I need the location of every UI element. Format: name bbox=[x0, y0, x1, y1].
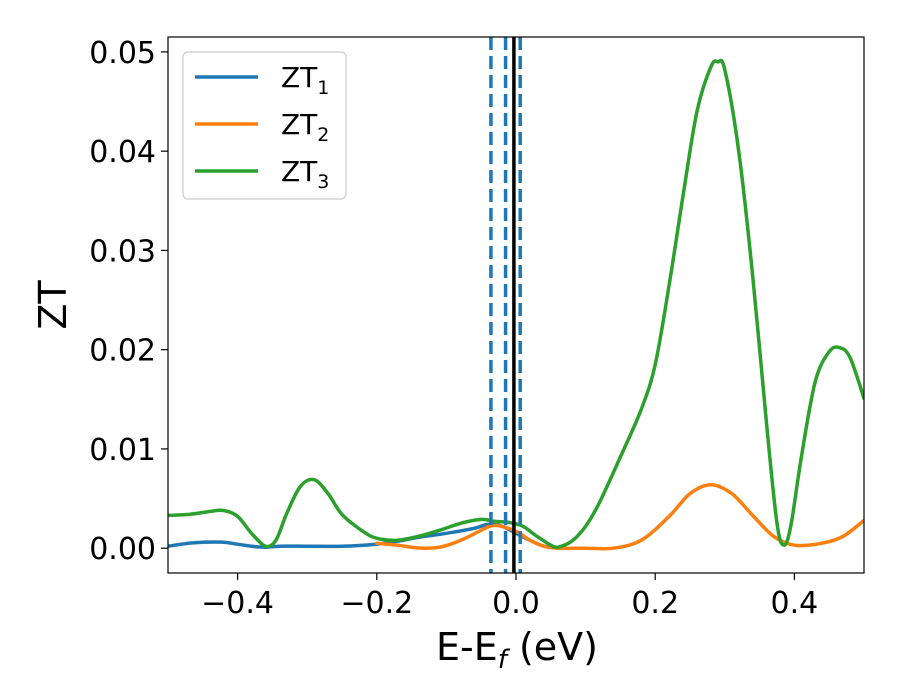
legend: ZT1 ZT2 ZT3 bbox=[182, 51, 347, 200]
x-axis-title-unit: (eV) bbox=[507, 625, 598, 669]
x-tick-label: −0.2 bbox=[340, 586, 413, 621]
x-tick-label: 0.2 bbox=[631, 586, 679, 621]
series-line-2 bbox=[375, 482, 864, 551]
y-tick-label: 0.01 bbox=[89, 433, 156, 468]
y-tick-label: 0.03 bbox=[89, 234, 156, 269]
y-axis-title: ZT bbox=[31, 280, 75, 330]
y-tick-label: 0.05 bbox=[89, 36, 156, 71]
x-axis-title: E-Ef (eV) bbox=[436, 625, 598, 675]
x-tick-label: 0.4 bbox=[771, 586, 819, 621]
series-line-1 bbox=[168, 522, 560, 549]
y-axis: 0.00 0.01 0.02 0.03 0.04 0.05 bbox=[89, 36, 168, 567]
y-tick-label: 0.00 bbox=[89, 532, 156, 567]
legend-label-2: ZT2 bbox=[281, 108, 329, 146]
x-tick-label: 0.0 bbox=[492, 586, 540, 621]
x-axis: −0.4 −0.2 0.0 0.2 0.4 bbox=[201, 573, 818, 621]
y-tick-label: 0.02 bbox=[89, 334, 156, 369]
legend-label-3: ZT3 bbox=[281, 155, 329, 193]
legend-label-1: ZT1 bbox=[281, 61, 329, 99]
x-tick-label: −0.4 bbox=[201, 586, 274, 621]
y-tick-label: 0.04 bbox=[89, 135, 156, 170]
legend-box bbox=[182, 51, 347, 200]
series-line-3 bbox=[168, 58, 864, 550]
plot-area bbox=[167, 36, 865, 574]
